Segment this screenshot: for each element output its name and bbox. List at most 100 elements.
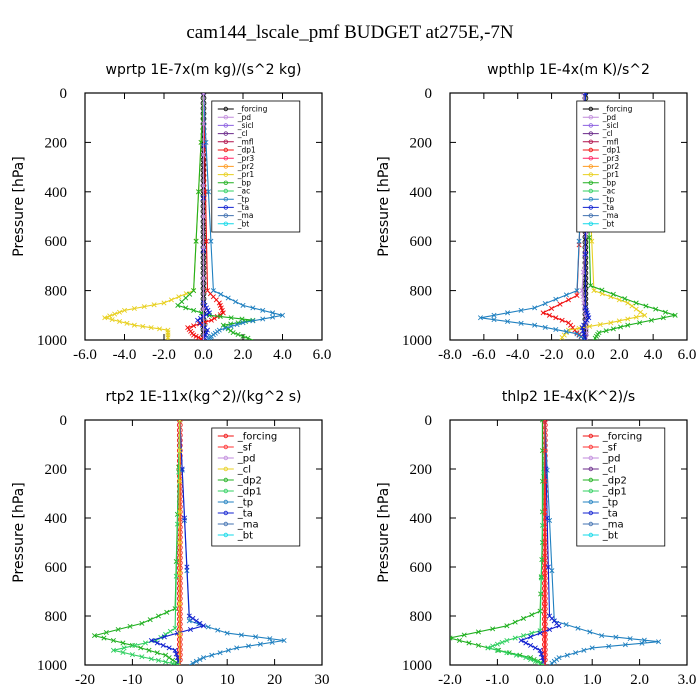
series-point: [172, 647, 178, 653]
legend-marker: [588, 455, 593, 461]
legend-label: _sf: [237, 443, 252, 454]
series-point: [183, 295, 189, 301]
x-tick-label: 6.0: [678, 347, 697, 363]
series-point: [574, 288, 580, 294]
series-point: [234, 645, 240, 651]
series-point: [208, 238, 214, 244]
series-point: [269, 639, 275, 645]
series-point: [179, 466, 185, 472]
series-point: [622, 642, 628, 648]
series-point: [197, 656, 203, 663]
series-group: [102, 93, 286, 340]
series-point: [200, 93, 207, 96]
series-point: [166, 655, 172, 661]
series-point: [218, 291, 224, 297]
x-tick-label: -10: [122, 672, 142, 688]
legend-marker: [223, 532, 228, 538]
legend-label: _bt: [237, 219, 250, 228]
series-point: [154, 650, 160, 656]
series-point: [610, 326, 616, 332]
x-tick-label: -2.0: [540, 347, 564, 363]
y-tick-label: 200: [410, 462, 433, 478]
y-tick-label: 600: [45, 560, 68, 576]
x-tick-label: 2.0: [234, 347, 253, 363]
series-point: [565, 297, 572, 303]
series-point: [233, 299, 239, 305]
series-point: [556, 623, 562, 629]
y-axis-label: Pressure [hPa]: [376, 482, 392, 582]
y-tick-label: 0: [60, 86, 68, 102]
legend-label: _ta: [237, 509, 253, 520]
legend-marker: [588, 139, 593, 144]
y-tick-label: 800: [410, 284, 433, 300]
series-point: [618, 324, 624, 330]
plot-frame: [84, 419, 323, 666]
series-point: [532, 305, 538, 311]
legend-marker: [223, 466, 228, 472]
legend-marker: [588, 466, 593, 472]
series-point: [200, 306, 207, 312]
series-point: [148, 656, 154, 662]
x-tick-label: -2.0: [152, 347, 176, 363]
series-point: [475, 629, 481, 635]
series-line-dp2: [94, 420, 181, 665]
series-point: [186, 613, 192, 619]
series-point: [475, 642, 481, 648]
series-point: [528, 656, 534, 663]
series-point: [563, 329, 569, 335]
series-point: [637, 320, 643, 326]
series-point: [538, 651, 544, 657]
plot-frame: [449, 92, 688, 341]
series-point: [200, 244, 207, 250]
legend-label: _dp2: [237, 476, 262, 487]
series-point: [146, 647, 152, 653]
y-tick-label: 400: [410, 185, 433, 201]
series-point: [240, 320, 246, 326]
series-point: [582, 251, 588, 257]
series-point: [200, 275, 207, 281]
x-tick-label: 0.0: [535, 672, 554, 688]
series-point: [142, 640, 148, 646]
legend-marker: [588, 444, 593, 450]
series-point: [191, 307, 197, 313]
series-point: [200, 213, 207, 220]
series-point: [270, 314, 276, 320]
series-point: [579, 325, 585, 331]
series-point: [597, 322, 603, 328]
series-point: [141, 304, 147, 310]
series-point: [512, 635, 518, 641]
series-point: [131, 305, 137, 312]
legend-label: _pd: [237, 454, 256, 465]
legend-marker: [588, 180, 593, 185]
legend-marker: [223, 114, 228, 120]
series-point: [168, 297, 174, 303]
series-point: [586, 234, 592, 241]
legend-marker: [223, 147, 228, 153]
series-point: [205, 624, 211, 630]
series-point: [155, 657, 161, 663]
legend-label: _pd: [602, 113, 617, 122]
y-tick-label: 1000: [37, 658, 67, 674]
legend-box: [576, 427, 666, 547]
series-point: [523, 655, 529, 661]
y-tick-label: 200: [45, 135, 68, 151]
series-line-dp2: [450, 420, 546, 665]
x-tick-label: 10: [220, 672, 235, 688]
series-point: [121, 645, 127, 651]
y-tick-label: 600: [45, 234, 68, 250]
series-point: [491, 312, 497, 318]
series-point: [582, 93, 588, 96]
series-point: [174, 655, 180, 661]
series-point: [542, 301, 548, 307]
series-point: [559, 335, 565, 340]
series-point: [198, 315, 204, 321]
series-point: [245, 335, 251, 340]
series-point: [151, 302, 157, 308]
legend-marker: [588, 221, 593, 226]
series-point: [587, 323, 593, 329]
legend-label: _ma: [237, 211, 254, 220]
series-point: [246, 643, 252, 649]
series-point: [129, 652, 135, 658]
legend-label: _forcing: [602, 105, 633, 114]
